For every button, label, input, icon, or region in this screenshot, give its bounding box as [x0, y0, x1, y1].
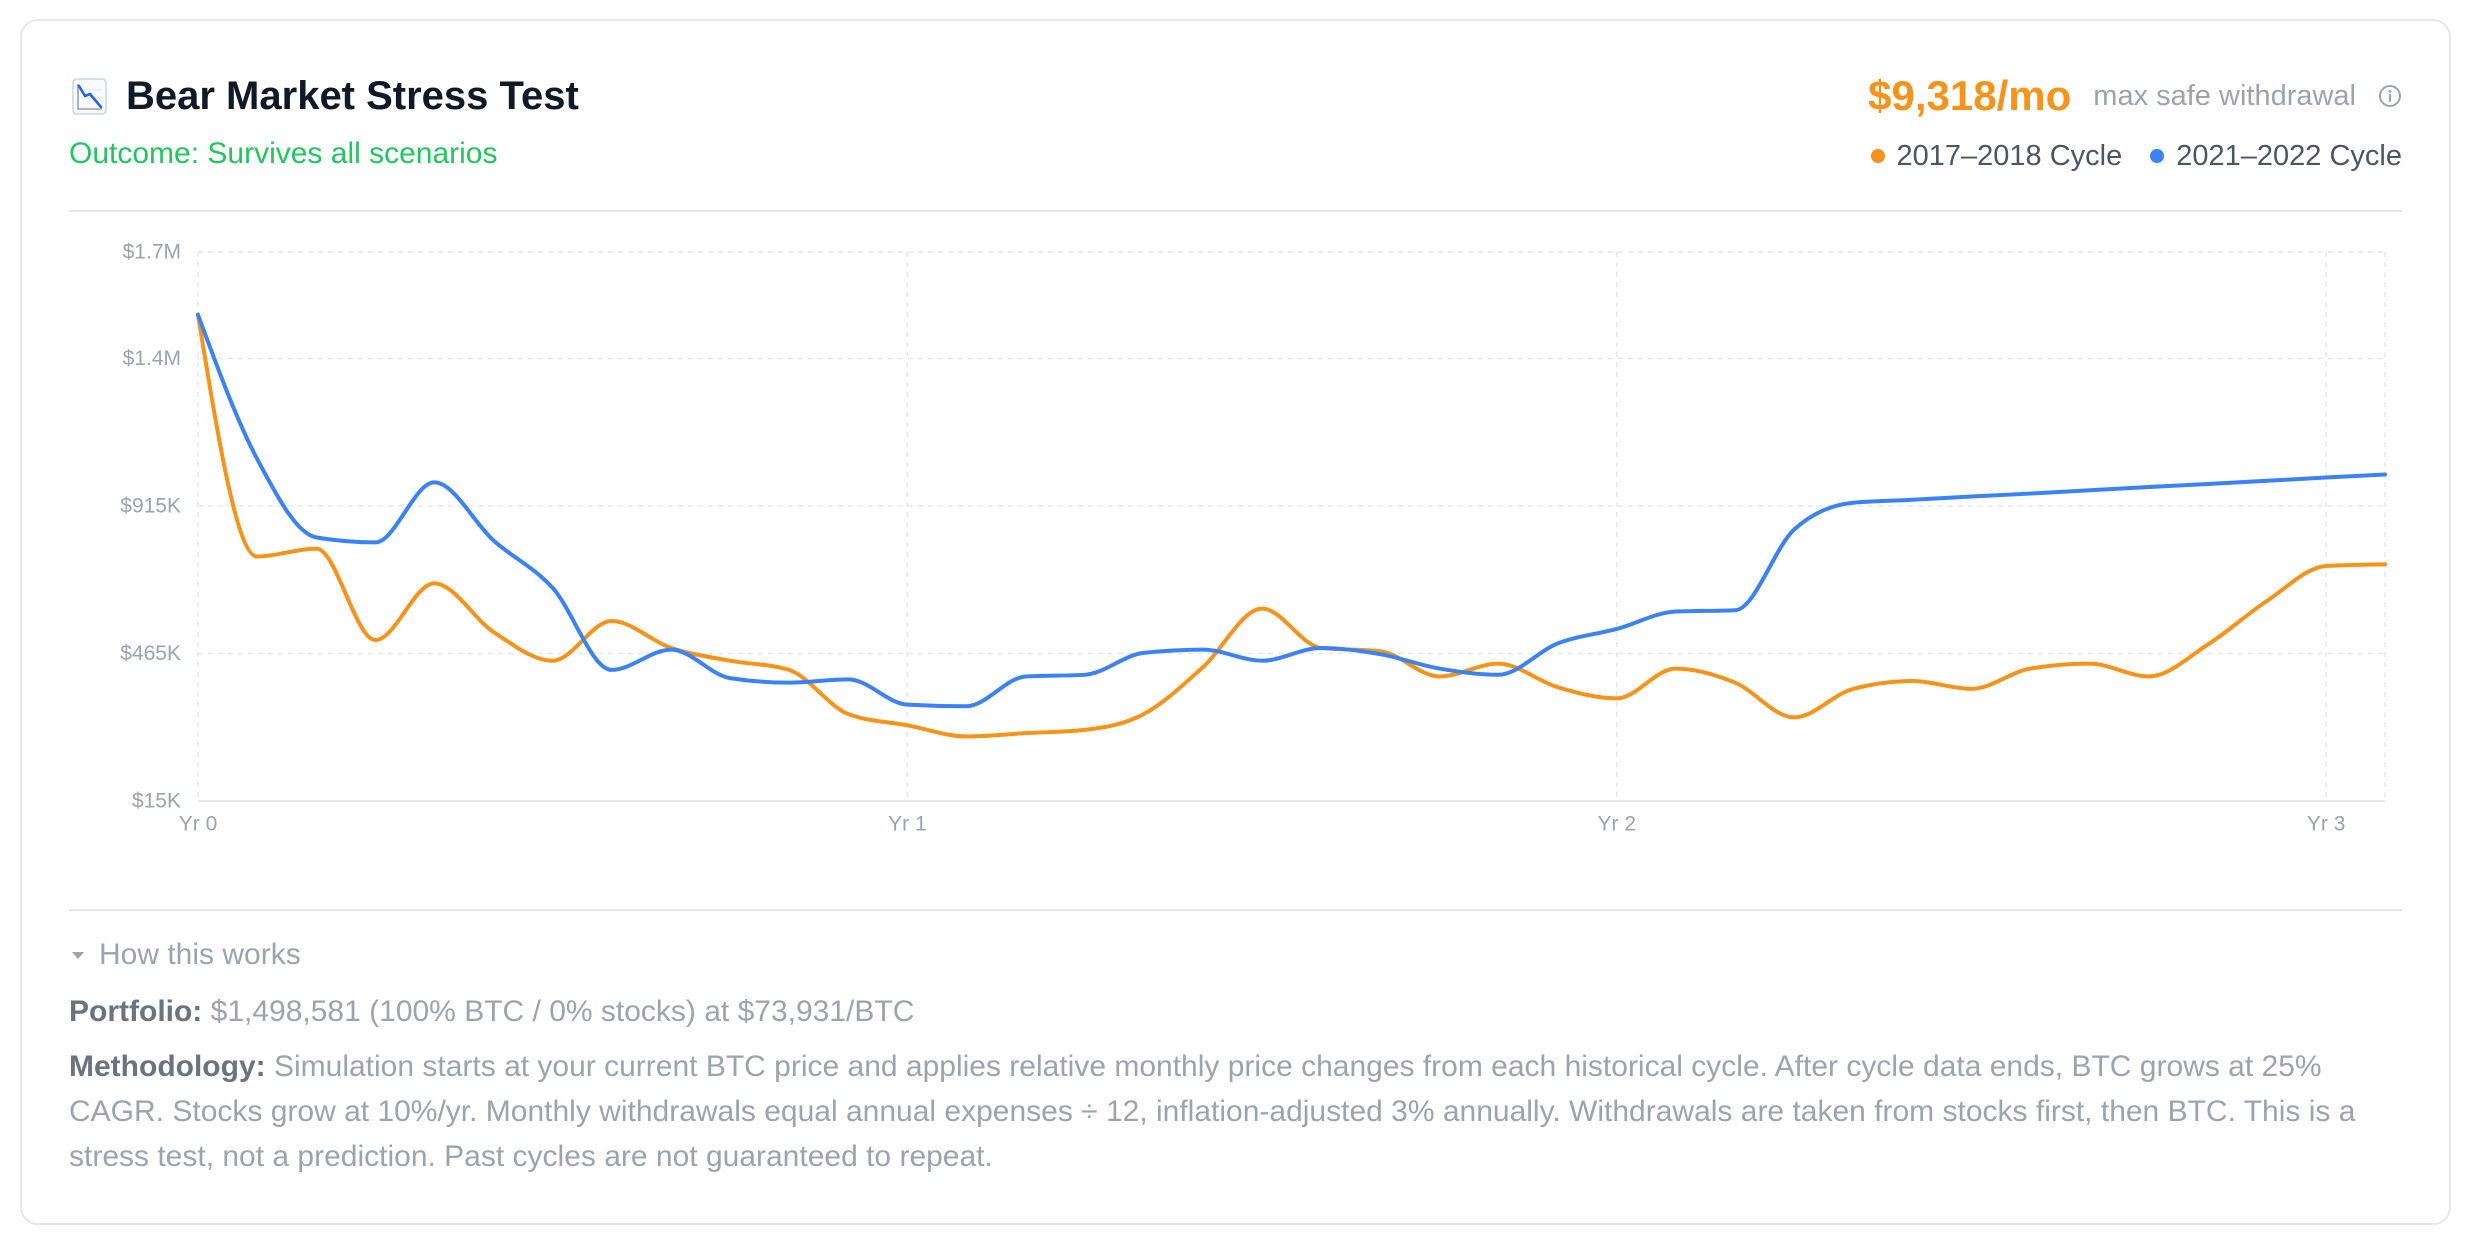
caret-down-icon	[72, 952, 84, 959]
x-tick-label: Yr 1	[888, 813, 927, 836]
x-tick-label: Yr 0	[179, 813, 218, 836]
outcome-status: Outcome: Survives all scenarios	[69, 137, 498, 170]
max-withdrawal-value: $9,318/mo	[1868, 72, 2072, 119]
legend-dot-orange	[1870, 149, 1885, 163]
card-header: Bear Market Stress Test Outcome: Survive…	[69, 21, 2402, 176]
header-left: Bear Market Stress Test Outcome: Survive…	[69, 72, 579, 174]
max-withdrawal-label: max safe withdrawal	[2093, 80, 2356, 112]
header-right: $9,318/mo max safe withdrawal 2017–2018 …	[1868, 72, 2402, 176]
y-tick-label: $915K	[120, 495, 181, 518]
y-tick-label: $1.7M	[123, 241, 181, 264]
how-this-works-toggle[interactable]: How this works	[69, 935, 301, 975]
info-icon[interactable]	[2378, 84, 2402, 108]
y-tick-label: $15K	[132, 790, 181, 813]
methodology-paragraph: Methodology: Simulation starts at your c…	[69, 1044, 2402, 1179]
y-tick-label: $465K	[120, 642, 181, 665]
title-row: Bear Market Stress Test	[69, 72, 579, 120]
chart-legend: 2017–2018 Cycle 2021–2022 Cycle	[1870, 136, 2402, 176]
portfolio-label: Portfolio:	[69, 995, 203, 1028]
chart-decreasing-icon	[72, 77, 107, 115]
legend-label: 2017–2018 Cycle	[1896, 139, 2123, 172]
withdrawal-summary: $9,318/mo max safe withdrawal	[1868, 72, 2402, 120]
header-divider	[69, 210, 2402, 212]
series-line-2017-2018-cycle	[196, 312, 2387, 739]
legend-item-2017-2018: 2017–2018 Cycle	[1870, 139, 2123, 173]
legend-item-2021-2022: 2021–2022 Cycle	[2150, 140, 2402, 173]
portfolio-text: $1,498,581 (100% BTC / 0% stocks) at $73…	[210, 995, 915, 1028]
portfolio-line: Portfolio: $1,498,581 (100% BTC / 0% sto…	[69, 989, 2402, 1034]
line-chart: $15K $465K $915K $1.4M $1.7M Yr 0 Yr 1 Yr 2 Yr 3	[120, 241, 2387, 836]
stress-test-card: Bear Market Stress Test Outcome: Survive…	[20, 19, 2451, 1225]
stress-test-chart: $15K $465K $915K $1.4M $1.7M Yr 0 Yr 1 Yr 2 Yr 3	[69, 212, 2402, 909]
methodology-label: Methodology:	[69, 1050, 266, 1083]
x-tick-label: Yr 2	[1597, 813, 1636, 836]
methodology-text: Simulation starts at your current BTC pr…	[69, 1050, 2356, 1173]
card-title: Bear Market Stress Test	[126, 74, 579, 118]
toggle-label: How this works	[99, 938, 301, 971]
chart-divider	[69, 909, 2402, 911]
series-line-2021-2022-cycle	[196, 312, 2387, 709]
x-tick-label: Yr 3	[2307, 813, 2346, 836]
y-tick-label: $1.4M	[123, 347, 181, 370]
legend-label: 2021–2022 Cycle	[2176, 139, 2402, 172]
legend-dot-blue	[2150, 149, 2165, 163]
